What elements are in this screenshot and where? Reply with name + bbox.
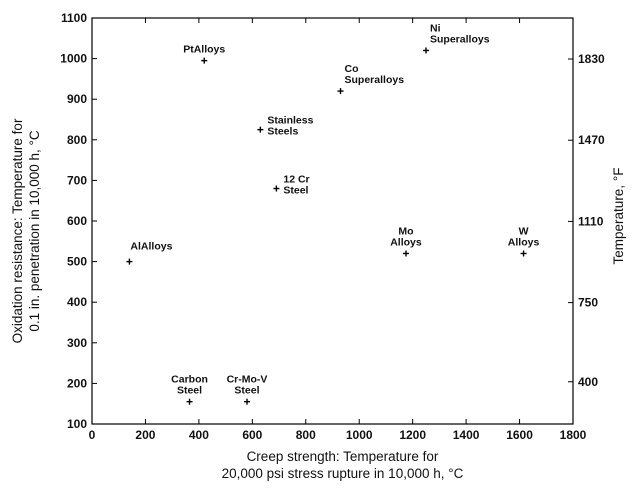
point-label: Superalloys [430, 33, 490, 45]
point-label: Steel [234, 385, 259, 397]
y-tick-label: 400 [67, 295, 87, 309]
point-label: Superalloys [345, 74, 405, 86]
x-tick-label: 1000 [346, 428, 373, 442]
y-tick-label: 800 [67, 133, 87, 147]
point-label: Ni [430, 22, 441, 34]
point-label: AlAlloys [130, 241, 172, 253]
x-tick-label: 1800 [560, 428, 587, 442]
axis-titles: Creep strength: Temperature for 20,000 ps… [10, 118, 626, 481]
data-points: PtAlloysNiSuperalloysCoSuperalloysStainl… [126, 22, 540, 405]
y-tick-label: 200 [67, 376, 87, 390]
point-label: Mo [398, 225, 413, 237]
point-label: Carbon [171, 374, 208, 386]
y2-axis-ticks: 400 750 1110 1470 1830 [568, 52, 605, 389]
x-tick-label: 600 [242, 428, 262, 442]
y-axis-ticks: 100 200 300 400 500 600 700 800 900 1000 1100 [60, 11, 97, 431]
plot-border [91, 17, 574, 425]
y-tick-label: 600 [67, 214, 87, 228]
point-label: Stainless [267, 115, 313, 127]
y-tick-label: 500 [67, 255, 87, 269]
plot-frame [91, 17, 574, 425]
y-axis-title: 0.1 in. penetration in 10,000 h, °C [27, 130, 42, 332]
x-tick-label: 400 [189, 428, 209, 442]
y-tick-label: 100 [67, 417, 87, 431]
x-axis-ticks: 0 200 400 600 800 1000 1200 1400 1600 1800 [89, 18, 587, 442]
x-tick-label: 800 [296, 428, 316, 442]
y2-tick-label: 750 [578, 296, 598, 310]
x-axis-title: Creep strength: Temperature for [247, 449, 439, 464]
point-label: Co [345, 63, 359, 75]
point-label: 12 Cr [283, 174, 309, 186]
y-tick-label: 900 [67, 92, 87, 106]
point-label: W [519, 225, 529, 237]
point-label: PtAlloys [183, 44, 225, 56]
y2-tick-label: 1830 [578, 52, 605, 66]
y2-tick-label: 1110 [578, 214, 604, 228]
data-point: AlAlloys [126, 241, 173, 265]
x-axis-title: 20,000 psi stress rupture in 10,000 h, °… [222, 466, 464, 481]
x-tick-label: 200 [135, 428, 155, 442]
point-label: Cr-Mo-V [227, 374, 268, 386]
y2-tick-label: 400 [578, 375, 598, 389]
point-label: Alloys [508, 236, 540, 248]
y-axis-title: Oxidation resistance: Temperature for [10, 118, 25, 343]
point-label: Steel [177, 385, 202, 397]
data-point: PtAlloys [183, 44, 225, 64]
y-tick-label: 1000 [60, 52, 87, 66]
point-label: Alloys [390, 236, 422, 248]
x-tick-label: 1600 [506, 428, 533, 442]
point-label: Steel [283, 185, 308, 197]
x-tick-label: 1400 [453, 428, 480, 442]
y2-tick-label: 1470 [578, 133, 605, 147]
x-tick-label: 1200 [399, 428, 426, 442]
y2-axis-title: Temperature, °F [611, 168, 626, 265]
y-tick-label: 700 [67, 173, 87, 187]
x-tick-label: 0 [89, 428, 96, 442]
point-label: Steels [267, 126, 298, 138]
y-tick-label: 1100 [61, 11, 87, 25]
y-tick-label: 300 [67, 336, 87, 350]
